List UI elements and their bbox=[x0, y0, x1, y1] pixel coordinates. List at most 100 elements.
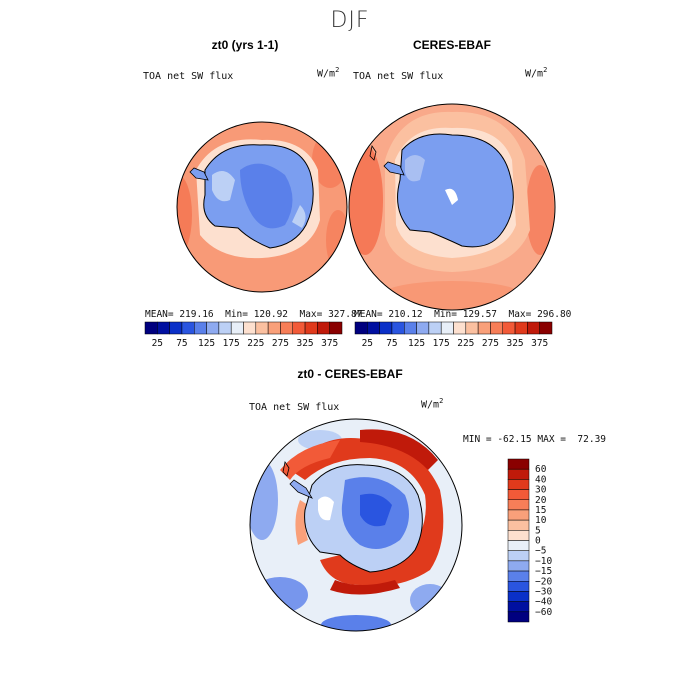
colorbar-swatch bbox=[502, 321, 516, 335]
colorbar-swatch bbox=[507, 499, 530, 511]
colorbar-tick-label: 30 bbox=[535, 485, 547, 496]
panel2-map bbox=[349, 104, 555, 310]
colorbar-swatch bbox=[292, 321, 306, 335]
colorbar-swatch bbox=[490, 321, 503, 335]
diff-title: zt0 - CERES-EBAF bbox=[297, 367, 403, 381]
diff-units: W/m2 bbox=[421, 397, 444, 411]
colorbar-swatch bbox=[194, 321, 207, 335]
colorbar-swatch bbox=[218, 321, 232, 335]
colorbar-swatch bbox=[514, 321, 528, 335]
colorbar-swatch bbox=[354, 321, 368, 335]
diff-min: -62.15 bbox=[497, 434, 532, 445]
colorbar-tick-label: −5 bbox=[535, 546, 546, 557]
colorbar-swatch bbox=[507, 550, 530, 562]
panel1-colorbar bbox=[144, 321, 343, 335]
panel2-title: CERES-EBAF bbox=[412, 38, 491, 52]
colorbar-tick-label: −30 bbox=[535, 586, 552, 597]
colorbar-tick-label: 275 bbox=[482, 338, 499, 349]
panel2-mean: 210.12 bbox=[388, 309, 423, 320]
colorbar-swatch bbox=[507, 468, 530, 480]
colorbar-tick-label: 125 bbox=[408, 338, 425, 349]
colorbar-swatch bbox=[416, 321, 430, 335]
colorbar-swatch bbox=[507, 591, 530, 602]
figure-title: DJF bbox=[330, 8, 370, 33]
colorbar-swatch bbox=[507, 530, 530, 541]
colorbar-swatch bbox=[280, 321, 293, 335]
panel2-map-border bbox=[348, 103, 556, 311]
colorbar-tick-label: 375 bbox=[531, 338, 548, 349]
colorbar-swatch bbox=[367, 321, 380, 335]
panel1-max: 327.87 bbox=[328, 309, 363, 320]
colorbar-tick-label: 75 bbox=[176, 338, 187, 349]
colorbar-tick-label: −15 bbox=[535, 566, 552, 577]
colorbar-swatch bbox=[507, 458, 530, 470]
colorbar-tick-label: 15 bbox=[535, 505, 546, 516]
colorbar-tick-label: 25 bbox=[362, 338, 373, 349]
colorbar-swatch bbox=[317, 321, 330, 335]
panel1-map-border bbox=[176, 121, 348, 293]
panel2-variable: TOA net SW flux bbox=[353, 71, 444, 82]
diff-variable: TOA net SW flux bbox=[249, 402, 340, 413]
colorbar-tick-label: 60 bbox=[535, 464, 547, 475]
colorbar-swatch bbox=[379, 321, 393, 335]
panel2-min: 129.57 bbox=[462, 309, 498, 320]
diff-max: 72.39 bbox=[577, 434, 607, 445]
colorbar-tick-label: −20 bbox=[535, 576, 552, 587]
colorbar-swatch bbox=[527, 321, 540, 335]
colorbar-swatch bbox=[428, 321, 442, 335]
panel1-title: zt0 (yrs 1-1) bbox=[211, 38, 279, 52]
panel2-stats: MEAN= 210.12 Min= 129.57 Max= 296.80 bbox=[354, 309, 572, 320]
colorbar-swatch bbox=[404, 321, 417, 335]
colorbar-swatch bbox=[507, 611, 530, 623]
colorbar-swatch bbox=[507, 519, 530, 531]
colorbar-tick-label: −10 bbox=[535, 556, 552, 567]
colorbar-tick-label: 0 bbox=[535, 536, 541, 547]
colorbar-swatch bbox=[304, 321, 318, 335]
panel1-colorbar-labels: 25 75 125 175 225 275 325 375 bbox=[152, 338, 339, 349]
colorbar-swatch bbox=[507, 560, 530, 572]
colorbar-swatch bbox=[157, 321, 170, 335]
panel2-units: W/m2 bbox=[525, 66, 548, 80]
panel2-max: 296.80 bbox=[537, 309, 572, 320]
colorbar-tick-label: 275 bbox=[272, 338, 289, 349]
diff-colorbar bbox=[507, 458, 530, 623]
colorbar-swatch bbox=[507, 489, 530, 500]
colorbar-swatch bbox=[465, 321, 479, 335]
colorbar-swatch bbox=[255, 321, 269, 335]
colorbar-swatch bbox=[206, 321, 220, 335]
colorbar-tick-label: 5 bbox=[535, 525, 541, 536]
colorbar-tick-label: −60 bbox=[535, 607, 552, 618]
colorbar-tick-label: 125 bbox=[198, 338, 215, 349]
colorbar-tick-label: 175 bbox=[433, 338, 450, 349]
panel1-map bbox=[177, 122, 347, 292]
panel2-colorbar-labels: 25 75 125 175 225 275 325 375 bbox=[362, 338, 549, 349]
colorbar-tick-label: 10 bbox=[535, 515, 547, 526]
colorbar-swatch bbox=[507, 601, 530, 613]
colorbar-tick-label: −40 bbox=[535, 597, 552, 608]
colorbar-tick-label: 225 bbox=[457, 338, 474, 349]
colorbar-tick-label: 325 bbox=[296, 338, 313, 349]
colorbar-swatch bbox=[477, 321, 491, 335]
colorbar-swatch bbox=[507, 570, 530, 582]
panel1-stats: MEAN= 219.16 Min= 120.92 Max= 327.87 bbox=[145, 309, 363, 320]
panel1-min: 120.92 bbox=[253, 309, 289, 320]
diff-stats: MIN = -62.15 MAX = 72.39 bbox=[463, 434, 607, 445]
colorbar-swatch bbox=[453, 321, 467, 335]
colorbar-swatch bbox=[144, 321, 158, 335]
colorbar-swatch bbox=[539, 321, 553, 335]
colorbar-swatch bbox=[440, 321, 454, 335]
colorbar-swatch bbox=[329, 321, 343, 335]
colorbar-swatch bbox=[507, 479, 530, 490]
colorbar-tick-label: 325 bbox=[506, 338, 523, 349]
colorbar-tick-label: 225 bbox=[247, 338, 264, 349]
colorbar-swatch bbox=[507, 540, 530, 551]
diff-map bbox=[250, 419, 462, 631]
panel1-variable: TOA net SW flux bbox=[143, 71, 234, 82]
colorbar-swatch bbox=[391, 321, 405, 335]
colorbar-swatch bbox=[267, 321, 281, 335]
colorbar-swatch bbox=[169, 321, 183, 335]
colorbar-swatch bbox=[243, 321, 257, 335]
panel1-mean: 219.16 bbox=[179, 309, 214, 320]
